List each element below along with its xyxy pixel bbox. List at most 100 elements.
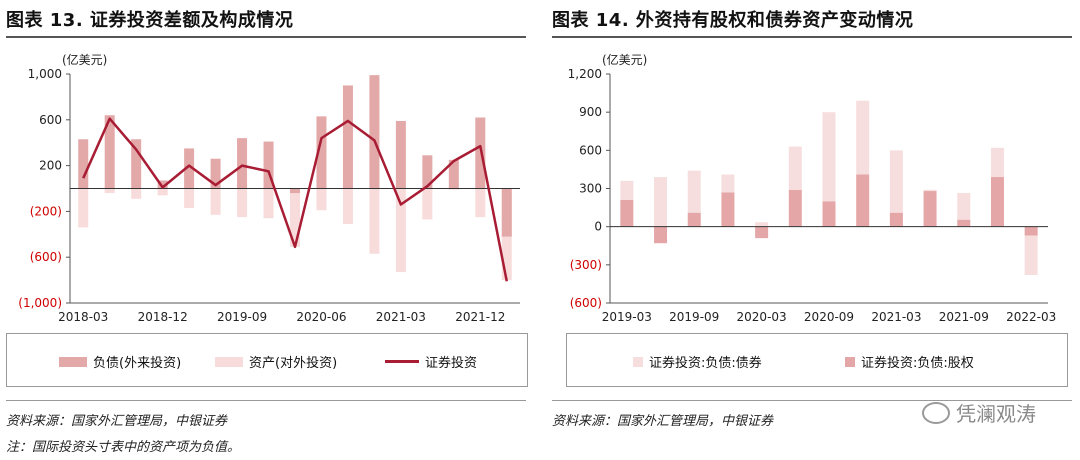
left-liab-bar bbox=[157, 180, 168, 189]
left-liab-bar bbox=[184, 148, 195, 189]
watermark-text: 凭澜观涛 bbox=[956, 402, 1036, 426]
left-title-rule bbox=[6, 36, 526, 38]
right-equity-bar bbox=[822, 201, 836, 227]
left-asset-bar bbox=[237, 188, 248, 218]
left-liab-bar bbox=[448, 159, 459, 189]
legend-bond-swatch bbox=[633, 356, 643, 367]
legend-assets: 资产(对外投资) bbox=[215, 352, 337, 371]
right-y-tick-label: (600) bbox=[570, 296, 602, 310]
right-equity-bar bbox=[687, 212, 701, 227]
left-asset-bar bbox=[395, 188, 406, 273]
watermark: 凭澜观涛 bbox=[922, 398, 1036, 427]
right-equity-bar bbox=[889, 212, 903, 227]
left-asset-bar bbox=[184, 188, 195, 208]
right-y-tick-label: (300) bbox=[570, 258, 602, 272]
right-equity-bar bbox=[856, 174, 870, 227]
legend-liab-label: 负债(外来投资) bbox=[93, 356, 182, 371]
left-asset-bar bbox=[104, 188, 115, 194]
left-liab-bar bbox=[237, 138, 248, 189]
right-y-tick-label: 1,200 bbox=[568, 67, 602, 81]
right-bond-bar bbox=[923, 189, 937, 192]
right-bond-bar bbox=[620, 180, 634, 200]
left-liab-bar bbox=[131, 139, 142, 189]
left-liab-bar bbox=[290, 188, 300, 194]
right-x-tick-label: 2019-09 bbox=[669, 310, 719, 324]
legend-asset-swatch bbox=[215, 356, 243, 367]
right-y-unit: (亿美元) bbox=[602, 52, 647, 67]
left-y-tick-label: 1,000 bbox=[28, 67, 62, 81]
left-x-tick-label: 2020-06 bbox=[296, 310, 346, 324]
legend-equity: 证券投资:负债:股权 bbox=[845, 352, 974, 371]
right-bond-bar bbox=[654, 177, 668, 227]
right-x-tick-label: 2020-03 bbox=[737, 310, 787, 324]
left-x-tick-label: 2021-12 bbox=[455, 310, 505, 324]
legend-equity-swatch bbox=[845, 356, 855, 367]
right-legend: 证券投资:负债:债券 证券投资:负债:股权 bbox=[566, 333, 1068, 387]
right-bond-bar bbox=[856, 100, 870, 175]
left-x-tick-label: 2019-09 bbox=[217, 310, 267, 324]
left-y-unit: (亿美元) bbox=[62, 52, 107, 67]
left-chart-title: 图表 13. 证券投资差额及构成情况 bbox=[6, 10, 294, 31]
right-source-rule bbox=[552, 400, 1072, 401]
right-equity-bar bbox=[923, 191, 937, 227]
right-equity-bar bbox=[755, 226, 769, 239]
left-x-tick-label: 2021-03 bbox=[376, 310, 426, 324]
left-y-tick-label: 200 bbox=[39, 159, 62, 173]
left-source: 资料来源：国家外汇管理局，中银证券 bbox=[6, 414, 228, 429]
left-liab-bar bbox=[316, 116, 327, 189]
left-securities-line bbox=[82, 117, 508, 282]
right-bond-bar bbox=[687, 170, 701, 213]
left-asset-bar bbox=[475, 188, 486, 218]
left-liab-bar bbox=[342, 85, 353, 189]
left-liab-bar bbox=[501, 188, 512, 237]
left-chart: (亿美元)1,000 600 200 (200) (600) (1,000)2018-03… bbox=[18, 52, 520, 324]
right-x-tick-label: 2021-09 bbox=[939, 310, 989, 324]
left-note: 注：国际投资头寸表中的资产项为负值。 bbox=[6, 440, 241, 455]
right-x-tick-label: 2019-03 bbox=[602, 310, 652, 324]
left-asset-bar bbox=[369, 188, 380, 254]
right-title-rule bbox=[552, 36, 1072, 38]
left-liab-bar bbox=[422, 155, 433, 189]
left-y-tick-label: (1,000) bbox=[18, 296, 62, 310]
left-liab-bar bbox=[475, 117, 486, 189]
legend-line-swatch bbox=[385, 360, 419, 363]
right-bond-bar bbox=[889, 150, 903, 213]
right-bond-bar bbox=[957, 192, 971, 220]
right-x-tick-label: 2020-09 bbox=[804, 310, 854, 324]
legend-line-label: 证券投资 bbox=[425, 356, 478, 371]
left-asset-bar bbox=[316, 188, 327, 211]
right-equity-bar bbox=[990, 177, 1004, 227]
right-equity-bar bbox=[1024, 226, 1038, 236]
legend-liabilities: 负债(外来投资) bbox=[59, 352, 181, 371]
right-equity-bar bbox=[721, 192, 735, 227]
left-asset-bar bbox=[263, 188, 274, 219]
left-y-tick-label: 600 bbox=[39, 113, 62, 127]
wechat-icon bbox=[922, 401, 950, 424]
legend-asset-label: 资产(对外投资) bbox=[249, 356, 338, 371]
right-bond-bar bbox=[990, 147, 1004, 178]
left-asset-bar bbox=[448, 188, 459, 190]
left-liab-bar bbox=[395, 120, 406, 189]
legend-securities: 证券投资 bbox=[385, 352, 477, 371]
left-asset-bar bbox=[78, 188, 89, 228]
right-equity-bar bbox=[654, 226, 668, 244]
right-bond-bar bbox=[755, 222, 769, 227]
right-source: 资料来源：国家外汇管理局，中银证券 bbox=[552, 414, 774, 429]
legend-liab-swatch bbox=[59, 356, 87, 367]
right-chart-title: 图表 14. 外资持有股权和债券资产变动情况 bbox=[552, 10, 914, 31]
right-equity-bar bbox=[957, 219, 971, 227]
left-liab-bar bbox=[104, 115, 115, 189]
right-y-tick-label: 0 bbox=[594, 220, 602, 234]
right-chart: (亿美元)1,200 900 600 300 0 (300) (600)2019-03 201… bbox=[568, 52, 1057, 324]
left-asset-bar bbox=[157, 188, 168, 196]
left-asset-bar bbox=[422, 188, 433, 220]
left-liab-bar bbox=[369, 75, 380, 189]
left-asset-bar bbox=[342, 188, 353, 224]
right-y-tick-label: 600 bbox=[579, 143, 602, 157]
legend-equity-label: 证券投资:负债:股权 bbox=[861, 356, 974, 371]
left-x-tick-label: 2018-03 bbox=[58, 310, 108, 324]
right-x-tick-label: 2022-03 bbox=[1006, 310, 1056, 324]
left-legend: 负债(外来投资) 资产(对外投资) 证券投资 bbox=[6, 333, 528, 387]
right-y-tick-label: 900 bbox=[579, 105, 602, 119]
right-x-tick-label: 2021-03 bbox=[871, 310, 921, 324]
